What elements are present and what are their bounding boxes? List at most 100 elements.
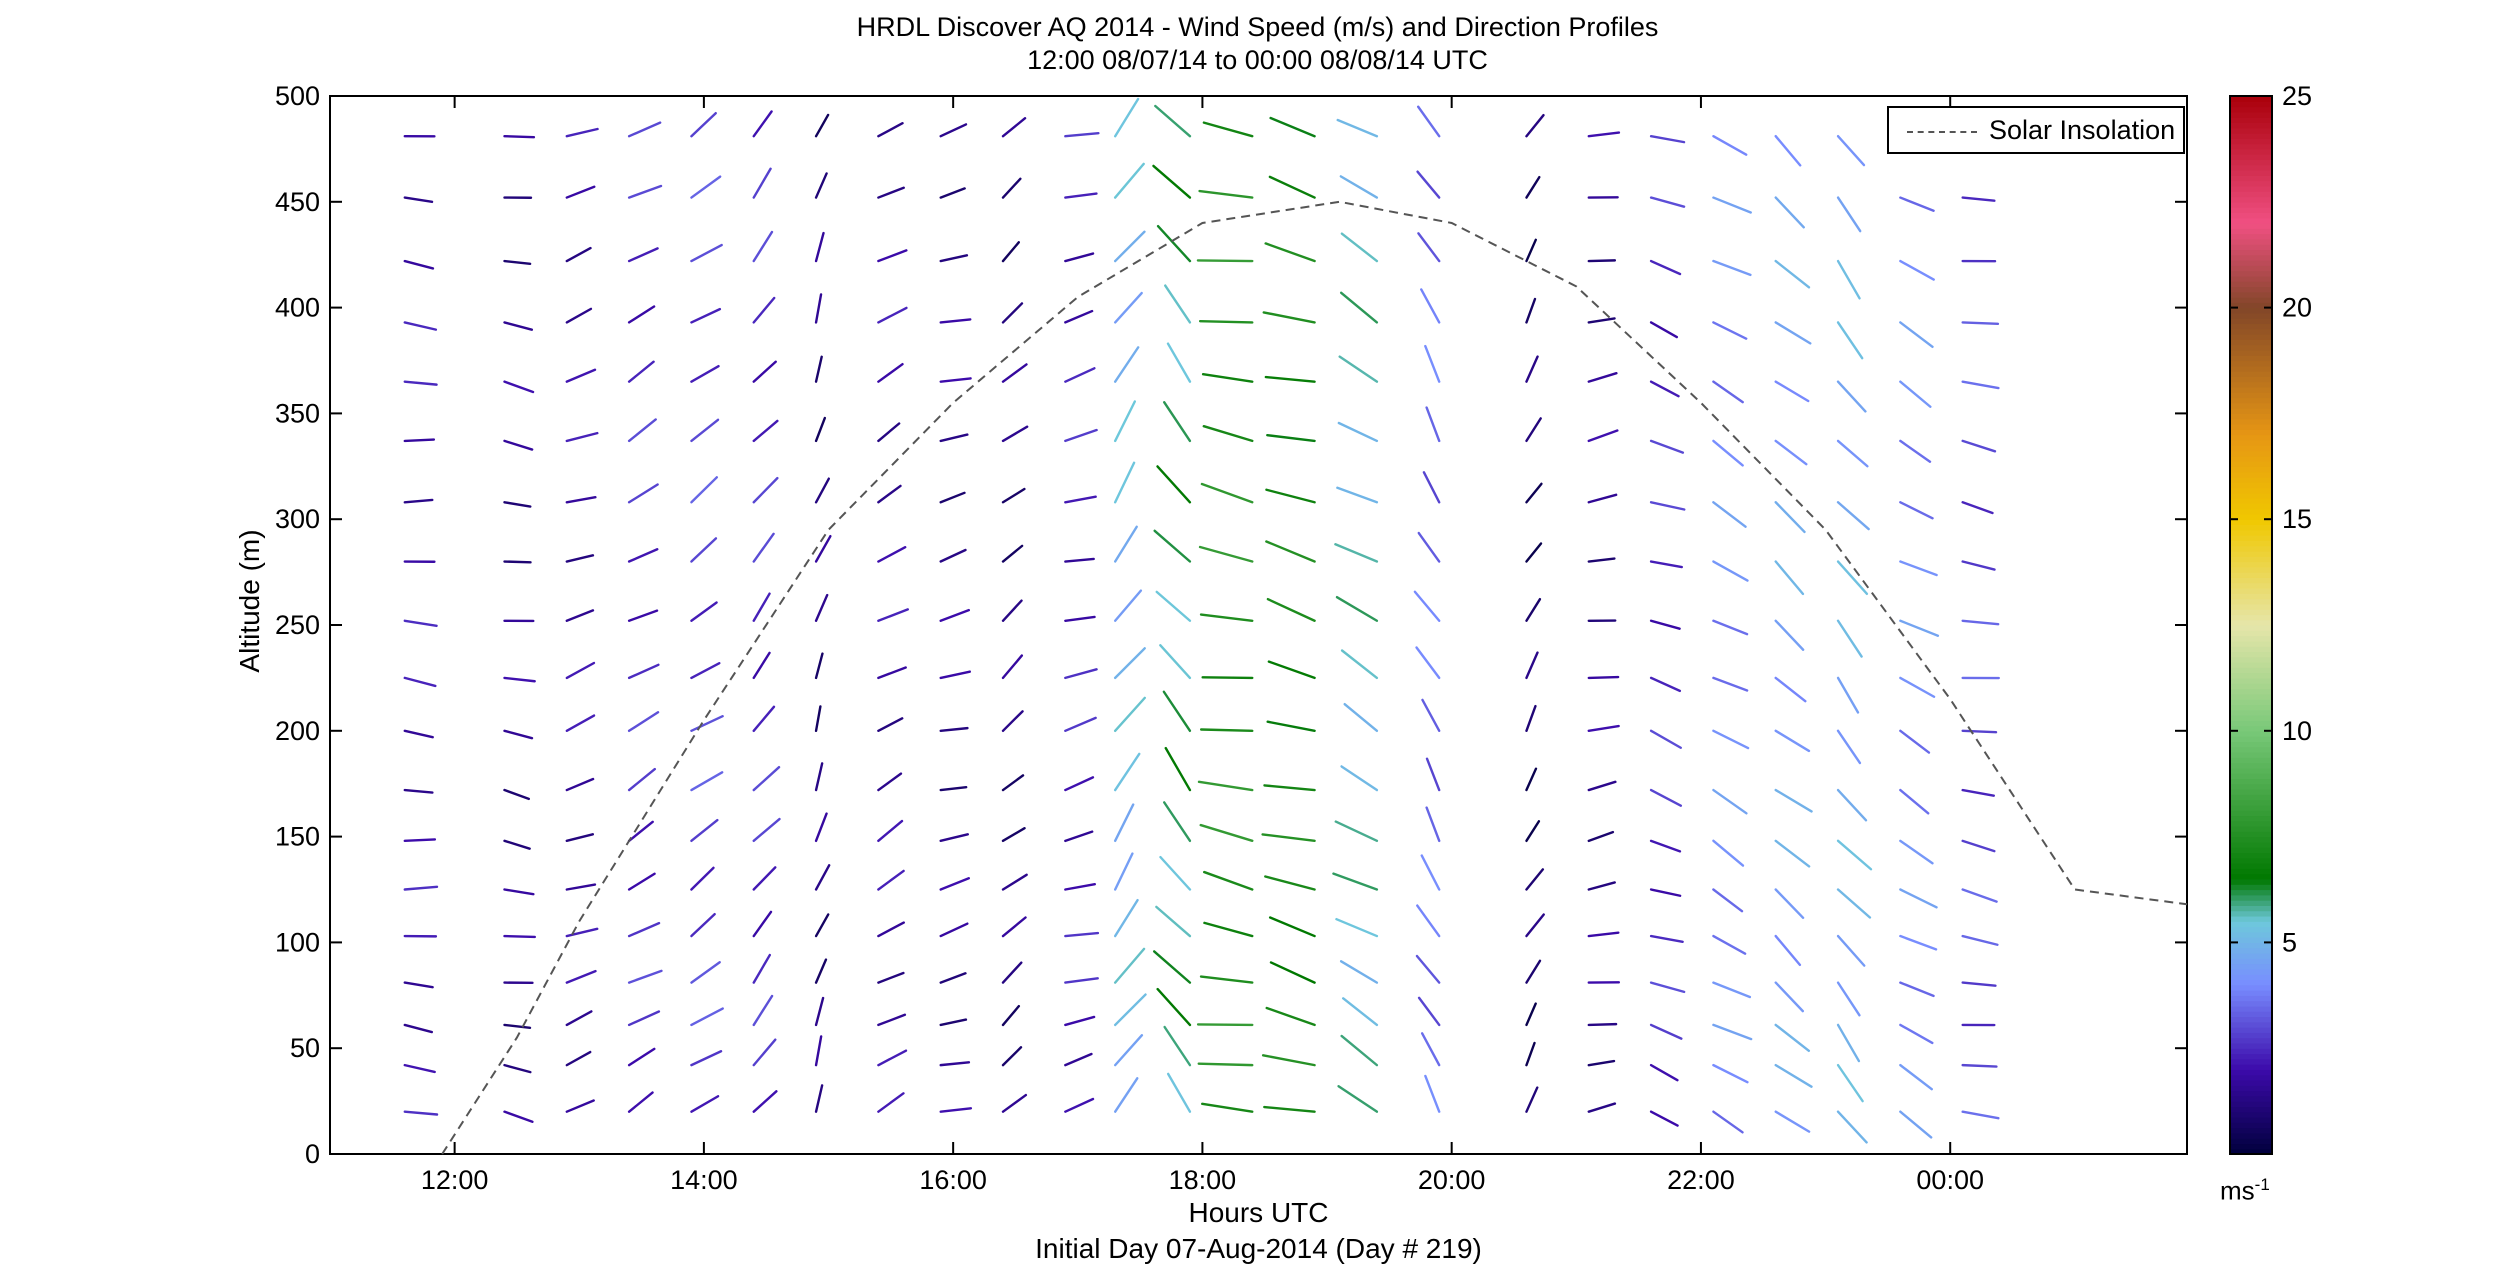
wind-barb [565, 368, 597, 383]
wind-barb [503, 676, 536, 683]
wind-barb [939, 123, 968, 138]
y-tick-label: 500 [275, 81, 320, 111]
wind-barb [1203, 921, 1254, 938]
colorbar-segment [2230, 228, 2272, 235]
colorbar-segment [2230, 238, 2272, 245]
wind-barb [1649, 259, 1682, 276]
colorbar-segment [2230, 693, 2272, 700]
wind-barb [627, 1010, 661, 1027]
wind-barb [1064, 131, 1100, 138]
wind-barb [877, 122, 904, 138]
colorbar-segment [2230, 535, 2272, 541]
wind-barb [814, 113, 830, 138]
colorbar-segment [2230, 582, 2272, 589]
wind-barb [1001, 241, 1020, 263]
colorbar-segment [2230, 381, 2272, 388]
wind-barb [1961, 981, 1997, 987]
wind-barb [1961, 380, 2000, 390]
colorbar-segment [2230, 1005, 2272, 1012]
wind-barb [627, 820, 654, 843]
colorbar-segment [2230, 233, 2272, 240]
wind-barb [1197, 780, 1254, 792]
wind-barb [1113, 947, 1146, 984]
wind-barb [1159, 644, 1192, 680]
wind-barb [1774, 135, 1802, 167]
wind-barb [877, 306, 908, 324]
colorbar-segment [2230, 170, 2272, 176]
colorbar-segment [2230, 106, 2272, 113]
colorbar-segment [2230, 244, 2272, 251]
wind-barb [1420, 288, 1441, 324]
colorbar-segment [2230, 259, 2272, 266]
colorbar-segment [2230, 640, 2272, 647]
wind-barb [1899, 619, 1940, 637]
wind-barb [1113, 589, 1143, 622]
colorbar-segment [2230, 603, 2272, 610]
wind-barb [1269, 116, 1316, 138]
colorbar-segment [2230, 1069, 2272, 1076]
wind-barb [1836, 1110, 1868, 1144]
wind-barb [1774, 888, 1805, 920]
wind-barb [1525, 820, 1541, 843]
wind-barb [1649, 1110, 1679, 1127]
wind-barb [877, 422, 901, 443]
wind-barb [1113, 291, 1143, 324]
wind-barb [1836, 839, 1873, 871]
colorbar-segment [2230, 730, 2272, 737]
wind-barb [752, 592, 771, 622]
wind-barb [1712, 196, 1752, 214]
colorbar-segment [2230, 355, 2272, 362]
wind-barb [1113, 97, 1140, 138]
colorbar-segment [2230, 990, 2272, 996]
x-tick-label: 12:00 [421, 1165, 489, 1195]
colorbar-segment [2230, 815, 2272, 822]
wind-barb [939, 608, 970, 622]
wind-barb [565, 185, 596, 199]
wind-barb [814, 534, 832, 563]
wind-barb [690, 243, 723, 263]
wind-barb [1113, 647, 1146, 680]
wind-barb [1961, 619, 2000, 626]
wind-barb [1416, 170, 1441, 199]
wind-barb [690, 818, 719, 843]
wind-barb [1337, 421, 1379, 443]
wind-barb [752, 766, 781, 792]
wind-barb [1961, 888, 1998, 903]
wind-barb [752, 651, 771, 680]
wind-barb [814, 293, 823, 324]
wind-barb [877, 869, 905, 891]
x-tick-label: 20:00 [1418, 1165, 1486, 1195]
wind-barb [752, 1038, 777, 1067]
wind-barb [1166, 1072, 1192, 1113]
legend-label: Solar Insolation [1989, 115, 2176, 145]
wind-barb [1064, 882, 1096, 891]
wind-barb [1261, 1054, 1316, 1067]
wind-barb [503, 135, 536, 139]
wind-barb [1525, 913, 1545, 938]
wind-barb [939, 922, 969, 938]
wind-barb [1712, 676, 1749, 692]
wind-barb [1525, 542, 1543, 563]
wind-barb [627, 1047, 656, 1067]
colorbar-unit-label: ms-1 [2220, 1175, 2270, 1207]
wind-barb [1649, 560, 1683, 569]
wind-barb [1152, 164, 1192, 199]
wind-barb [690, 418, 720, 443]
colorbar-segment [2230, 878, 2272, 885]
colorbar-segment [2230, 1085, 2272, 1092]
wind-barb [939, 548, 967, 563]
wind-barb [1197, 1062, 1254, 1067]
colorbar-segment [2230, 286, 2272, 293]
wind-barb [627, 483, 659, 504]
wind-barb [1712, 321, 1748, 340]
colorbar-segment [2230, 318, 2272, 325]
wind-barb [1113, 696, 1146, 732]
colorbar-segment [2230, 725, 2272, 732]
wind-barb [1525, 959, 1542, 984]
wind-barb [1265, 540, 1316, 563]
wind-barb [1961, 1110, 2000, 1120]
colorbar-segment [2230, 646, 2272, 653]
wind-barb [1334, 543, 1379, 563]
wind-barb [1156, 224, 1192, 263]
wind-barb [877, 666, 907, 680]
